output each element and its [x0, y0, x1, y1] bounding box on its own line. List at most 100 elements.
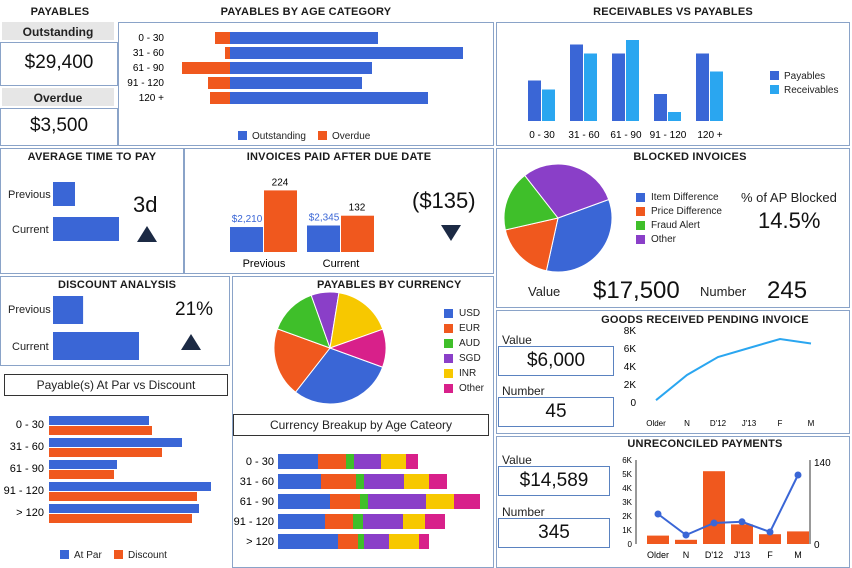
unrec-ytick: 1K: [622, 526, 632, 535]
rvp-receivables-bar: [710, 71, 723, 121]
outstanding-value: $29,400: [24, 52, 94, 73]
blocked-legend-item: Fraud Alert: [636, 218, 746, 232]
currency-slice: [328, 328, 387, 368]
unrec-xtick: N: [683, 550, 690, 560]
blocked-legend-swatch: [636, 206, 645, 216]
cur-age-chart: 0 - 30 31 - 60 61 - 90 91 - 120 > 120: [234, 454, 480, 549]
currency-legend-swatch: [444, 324, 453, 333]
rvp-chart-panel: [496, 22, 850, 146]
apvd-legend-discount-label: Discount: [128, 550, 167, 561]
rvp-payables-bar: [612, 53, 625, 121]
age-tick-label: 0 - 30: [138, 33, 164, 44]
blocked-legend-swatch: [636, 220, 645, 230]
rvp-receivables-bar: [584, 53, 597, 121]
unrec-number-line: [657, 474, 799, 537]
age-outstanding-bar: [230, 47, 463, 59]
cur-age-bar: [358, 534, 364, 549]
discount-value: 21%: [175, 299, 214, 320]
age-overdue-bar: [215, 32, 230, 44]
age-legend-outstanding-swatch: [238, 131, 247, 140]
blocked-slice: [504, 217, 559, 272]
age-chart-panel: [118, 22, 494, 146]
overdue-label-bg: [2, 88, 114, 106]
age-chart-title: PAYABLES BY AGE CATEGORY: [220, 6, 392, 18]
currency-legend-swatch: [444, 354, 453, 363]
age-overdue-bar: [210, 92, 230, 104]
outstanding-box: [0, 42, 118, 86]
age-outstanding-bar: [230, 77, 362, 89]
blocked-pct-value: 14.5%: [758, 208, 821, 233]
invoices-chart: $2,210 224 Previous $2,345 132 Current: [230, 177, 374, 270]
atp-prev-label: Previous: [8, 189, 51, 201]
currency-legend-item: USD: [444, 306, 494, 321]
unrec-ytick: 6K: [622, 456, 632, 465]
rvp-receivables-bar: [626, 40, 639, 121]
cur-age-bar: [389, 534, 419, 549]
inv-count-label: 224: [272, 177, 289, 188]
rvp-legend-payables-label: Payables: [784, 71, 825, 82]
age-outstanding-bar: [230, 92, 428, 104]
unrec-number-point: [710, 519, 718, 527]
apvd-chart: 0 - 30 31 - 60 61 - 90 91 - 120 > 120 At Par D…: [4, 416, 211, 561]
apvd-atpar-bar: [49, 482, 211, 491]
currency-legend-swatch: [444, 369, 453, 378]
inv-count-bar: [341, 215, 374, 252]
unrec-number-point: [682, 531, 690, 539]
atp-value: 3d: [133, 192, 158, 217]
cur-age-bar: [364, 474, 404, 489]
blocked-slice: [545, 198, 613, 273]
currency-title: PAYABLES BY CURRENCY: [317, 279, 462, 291]
age-tick-label: 61 - 90: [133, 63, 165, 74]
age-legend-overdue-label: Overdue: [332, 131, 371, 142]
cur-age-title: Currency Breakup by Age Cateory: [269, 418, 453, 432]
cur-age-tick-label: 91 - 120: [234, 516, 274, 528]
unrec-number-box: [498, 518, 610, 548]
age-legend-overdue-swatch: [318, 131, 327, 140]
unrec-value-bar: [703, 471, 725, 544]
blocked-panel: [496, 148, 850, 308]
atp-trend-up-icon: [137, 226, 157, 242]
grni-value: $6,000: [526, 350, 586, 371]
blocked-value-label: Value: [528, 284, 561, 299]
inv-value-bar: [230, 227, 263, 252]
unrec-number-point: [766, 528, 774, 536]
atp-bar: [53, 182, 75, 206]
unrec-xtick: F: [767, 550, 773, 560]
apvd-legend-discount-swatch: [114, 550, 123, 559]
grni-number-label: Number: [502, 384, 545, 398]
grni-title: GOODS RECEIVED PENDING INVOICE: [601, 314, 809, 326]
currency-legend-swatch: [444, 309, 453, 318]
unrec-ytick: 5K: [622, 470, 632, 479]
currency-legend-item: Other: [444, 381, 494, 396]
apvd-atpar-bar: [49, 460, 117, 469]
cur-age-bar: [353, 514, 363, 529]
age-overdue-bar: [225, 47, 230, 59]
apvd-title-box: [4, 374, 228, 396]
unrec-ytick: 3K: [622, 498, 632, 507]
cur-age-bar: [278, 534, 338, 549]
grni-ytick: 2K: [624, 380, 637, 391]
rvp-chart-title: RECEIVABLES VS PAYABLES: [593, 6, 753, 18]
cur-age-bar: [404, 474, 429, 489]
discount-chart: [53, 296, 139, 360]
cur-age-bar: [318, 454, 346, 469]
unrec-chart: 0 1K 2K 3K 4K 5K 6K 0 140 Older N D'12 J'13 F M: [622, 456, 831, 560]
cur-age-bar: [429, 474, 447, 489]
inv-value-bar: [307, 225, 340, 252]
disc-bar: [53, 332, 139, 360]
rvp-tick-label: 31 - 60: [568, 130, 600, 141]
grni-line: [655, 337, 812, 401]
unrec-xtick: Older: [647, 550, 669, 560]
inv-value-label: $2,210: [232, 214, 263, 225]
invoices-trend-down-icon: [441, 225, 461, 241]
currency-legend-item: EUR: [444, 321, 494, 336]
payables-title: PAYABLES: [30, 6, 90, 18]
apvd-legend-atpar-label: At Par: [74, 550, 102, 561]
unrec-ytick: 0: [628, 540, 633, 549]
age-tick-label: 91 - 120: [127, 78, 164, 89]
blocked-legend-label: Item Difference: [651, 191, 719, 203]
unrec-value-bar: [731, 524, 753, 544]
cur-age-bar: [360, 494, 368, 509]
cur-age-bar: [406, 454, 418, 469]
rvp-tick-label: 91 - 120: [650, 130, 687, 141]
